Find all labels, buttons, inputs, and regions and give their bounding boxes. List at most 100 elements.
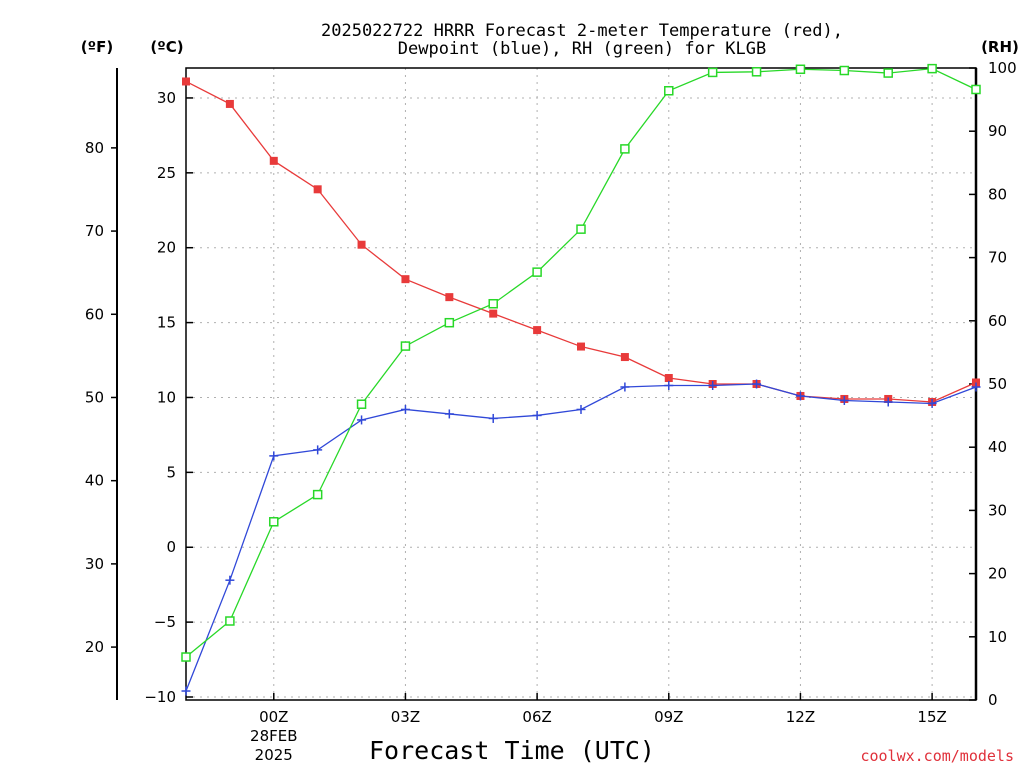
rh-line <box>185 67 977 658</box>
temperature-point <box>489 309 498 318</box>
fahrenheit-unit-label: (ºF) <box>81 38 113 56</box>
dewpoint-point <box>225 575 235 585</box>
dewpoint-point <box>357 415 367 425</box>
dewpoint-series <box>181 379 981 696</box>
dewpoint-point <box>883 397 893 407</box>
rh-tick-label: 0 <box>988 691 998 709</box>
x-tick-label: 09Z <box>654 708 683 726</box>
rh-tick-label: 10 <box>988 628 1007 646</box>
rh-point <box>356 399 367 409</box>
fahrenheit-tick-label: 40 <box>85 472 104 490</box>
fahrenheit-tick-label: 70 <box>85 222 104 240</box>
celsius-unit-label: (ºC) <box>150 38 183 56</box>
temperature-point <box>182 77 190 86</box>
temperature-point <box>357 240 366 249</box>
celsius-tick-label: 0 <box>166 538 176 556</box>
rh-point <box>751 67 762 77</box>
dewpoint-point <box>532 410 542 420</box>
rh-point <box>971 84 981 95</box>
rh-point <box>488 298 498 309</box>
x-tick-label: 15Z <box>917 708 946 726</box>
fahrenheit-tick-label: 30 <box>85 555 104 573</box>
temperature-line <box>185 80 977 403</box>
rh-point <box>225 616 235 626</box>
rh-point <box>312 489 323 500</box>
dewpoint-point <box>400 404 410 414</box>
temperature-point <box>445 293 454 302</box>
rh-point <box>883 68 893 78</box>
x-tick-label: 03Z <box>391 708 420 726</box>
rh-tick-label: 30 <box>988 501 1007 519</box>
rh-point <box>576 224 586 234</box>
temperature-point <box>664 374 673 383</box>
fahrenheit-tick-label: 80 <box>85 139 104 157</box>
x-axis-label: Forecast Time (UTC) <box>369 736 655 765</box>
dewpoint-point <box>269 451 279 461</box>
rh-tick-label: 40 <box>988 438 1007 456</box>
chart-title-line-2: Dewpoint (blue), RH (green) for KLGB <box>398 39 766 59</box>
dewpoint-point <box>708 380 718 390</box>
dewpoint-line <box>185 383 977 692</box>
dewpoint-point <box>927 398 937 408</box>
rh-tick-label: 60 <box>988 312 1007 330</box>
celsius-tick-label: 25 <box>157 164 176 182</box>
fahrenheit-tick-label: 50 <box>85 388 104 406</box>
dewpoint-point <box>313 445 323 455</box>
x-tick-date-label: 28FEB <box>250 727 297 745</box>
rh-point <box>269 517 279 527</box>
temperature-point <box>225 99 234 108</box>
temperature-point <box>620 353 629 362</box>
rh-point <box>707 67 718 78</box>
rh-tick-label: 90 <box>988 122 1007 140</box>
dewpoint-point <box>971 382 981 392</box>
x-tick-label: 06Z <box>522 708 551 726</box>
celsius-tick-label: −10 <box>144 688 176 706</box>
tick-labels: 302520151050−5−1080706050403020100908070… <box>85 59 1017 764</box>
temperature-point <box>313 185 322 194</box>
rh-point <box>795 64 806 75</box>
chart-title: 2025022722 HRRR Forecast 2-meter Tempera… <box>321 21 843 59</box>
grid-lines <box>186 68 976 700</box>
rh-tick-label: 50 <box>988 375 1007 393</box>
rh-point <box>400 341 411 351</box>
temperature-point <box>577 342 585 351</box>
temperature-point <box>269 156 278 165</box>
temperature-point <box>533 326 542 335</box>
axes <box>111 67 978 701</box>
rh-unit-label: (RH) <box>981 38 1019 56</box>
fahrenheit-tick-label: 20 <box>85 638 104 656</box>
credit-text: coolwx.com/models <box>860 747 1014 765</box>
dewpoint-point <box>488 413 498 423</box>
rh-tick-label: 80 <box>988 185 1007 203</box>
x-tick-label: 00Z <box>259 708 288 726</box>
rh-point <box>532 267 542 277</box>
rh-point <box>181 652 191 662</box>
celsius-tick-label: −5 <box>154 613 176 631</box>
temperature-series <box>182 77 980 406</box>
rh-tick-label: 100 <box>988 59 1017 77</box>
celsius-tick-label: 20 <box>157 239 176 257</box>
rh-point <box>444 317 455 328</box>
dewpoint-point <box>181 686 191 696</box>
fahrenheit-tick-label: 60 <box>85 305 104 323</box>
rh-point <box>620 144 630 154</box>
temperature-point <box>401 275 410 284</box>
rh-point <box>839 65 850 76</box>
dewpoint-point <box>620 382 630 392</box>
x-tick-date-label: 2025 <box>255 746 293 764</box>
rh-point <box>927 63 937 74</box>
rh-tick-label: 70 <box>988 249 1007 267</box>
dewpoint-point <box>576 404 586 414</box>
celsius-tick-label: 10 <box>157 388 176 406</box>
plot-frame <box>185 67 977 701</box>
x-tick-label: 12Z <box>786 708 815 726</box>
dewpoint-point <box>839 395 849 405</box>
rh-series <box>181 63 981 662</box>
data-series <box>181 63 981 696</box>
chart-title-line-1: 2025022722 HRRR Forecast 2-meter Tempera… <box>321 21 843 41</box>
rh-point <box>664 86 674 96</box>
celsius-tick-label: 5 <box>166 463 176 481</box>
celsius-tick-label: 15 <box>157 314 176 332</box>
dewpoint-point <box>444 409 454 419</box>
